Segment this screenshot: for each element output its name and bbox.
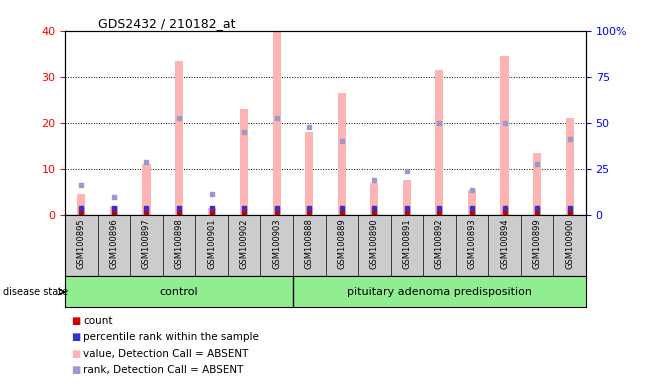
Text: percentile rank within the sample: percentile rank within the sample	[83, 332, 259, 342]
Bar	[143, 164, 150, 215]
Text: GSM100899: GSM100899	[533, 218, 542, 269]
Bar	[77, 194, 85, 215]
Bar	[305, 132, 313, 215]
Text: GSM100901: GSM100901	[207, 218, 216, 269]
Bar	[566, 118, 574, 215]
Text: GSM100895: GSM100895	[77, 218, 86, 269]
Text: GSM100894: GSM100894	[500, 218, 509, 269]
Text: GDS2432 / 210182_at: GDS2432 / 210182_at	[98, 17, 235, 30]
Bar	[110, 206, 118, 215]
Text: value, Detection Call = ABSENT: value, Detection Call = ABSENT	[83, 349, 249, 359]
Text: GSM100898: GSM100898	[174, 218, 184, 269]
Bar	[468, 190, 476, 215]
Text: GSM100892: GSM100892	[435, 218, 444, 269]
Text: control: control	[159, 287, 199, 297]
Bar	[403, 180, 411, 215]
Text: GSM100896: GSM100896	[109, 218, 118, 269]
Text: rank, Detection Call = ABSENT: rank, Detection Call = ABSENT	[83, 365, 243, 375]
Text: GSM100897: GSM100897	[142, 218, 151, 269]
Text: GSM100891: GSM100891	[402, 218, 411, 269]
Bar	[208, 208, 215, 215]
Text: disease state: disease state	[3, 287, 68, 297]
Text: ■: ■	[72, 332, 81, 342]
Bar	[533, 153, 541, 215]
Bar	[175, 61, 183, 215]
Text: count: count	[83, 316, 113, 326]
Text: GSM100900: GSM100900	[565, 218, 574, 269]
Bar	[240, 109, 248, 215]
Text: GSM100890: GSM100890	[370, 218, 379, 269]
Text: pituitary adenoma predisposition: pituitary adenoma predisposition	[347, 287, 532, 297]
Text: GSM100903: GSM100903	[272, 218, 281, 269]
Bar	[338, 93, 346, 215]
Bar	[370, 183, 378, 215]
Bar	[273, 31, 281, 215]
Text: GSM100889: GSM100889	[337, 218, 346, 269]
Text: GSM100888: GSM100888	[305, 218, 314, 269]
Text: ■: ■	[72, 365, 81, 375]
Bar	[436, 70, 443, 215]
Text: ■: ■	[72, 349, 81, 359]
Bar	[501, 56, 508, 215]
Text: ■: ■	[72, 316, 81, 326]
Text: GSM100893: GSM100893	[467, 218, 477, 269]
Text: GSM100902: GSM100902	[240, 218, 249, 269]
